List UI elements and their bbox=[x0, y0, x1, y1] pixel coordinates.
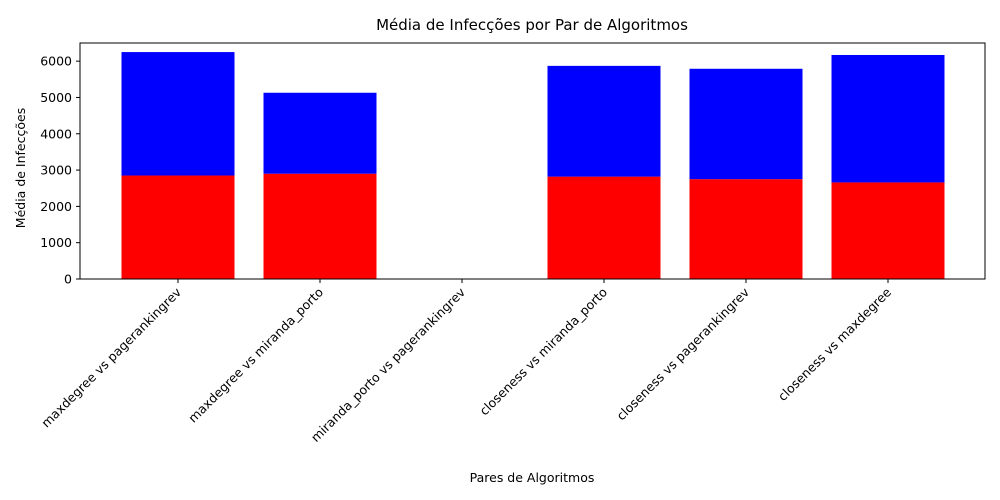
y-tick-label: 6000 bbox=[40, 54, 72, 69]
y-tick-label: 2000 bbox=[40, 199, 72, 214]
y-tick-label: 1000 bbox=[40, 235, 72, 250]
y-axis: 0 1000 2000 3000 4000 5000 6000 bbox=[40, 54, 80, 287]
x-tick-label: maxdegree vs pagerankingrev bbox=[38, 284, 184, 430]
bar-series2-2 bbox=[263, 92, 377, 174]
bar-series1-1 bbox=[121, 175, 235, 279]
bars-group bbox=[121, 52, 945, 279]
x-tick-label: miranda_porto vs pagerankingrev bbox=[308, 284, 469, 445]
y-tick-label: 0 bbox=[64, 272, 72, 287]
plot-frame bbox=[79, 42, 986, 280]
y-axis-label: Média de Infecções bbox=[13, 108, 28, 228]
x-tick-label: closeness vs miranda_porto bbox=[476, 285, 610, 419]
chart-title: Média de Infecções por Par de Algoritmos bbox=[376, 16, 688, 34]
bar-series1-5 bbox=[689, 179, 803, 279]
x-axis-label: Pares de Algoritmos bbox=[470, 470, 595, 485]
x-tick-label: maxdegree vs miranda_porto bbox=[185, 285, 326, 426]
x-tick-label: closeness vs maxdegree bbox=[775, 284, 895, 404]
x-axis: maxdegree vs pagerankingrev maxdegree vs … bbox=[38, 279, 894, 445]
bar-series2-6 bbox=[831, 54, 945, 183]
bar-series1-6 bbox=[831, 182, 945, 279]
bar-series2-5 bbox=[689, 68, 803, 180]
y-tick-label: 4000 bbox=[40, 126, 72, 141]
bar-series1-4 bbox=[547, 176, 661, 279]
x-tick-label: closeness vs pagerankingrev bbox=[613, 284, 752, 423]
bar-series2-4 bbox=[547, 65, 661, 177]
y-tick-label: 5000 bbox=[40, 90, 72, 105]
bar-series1-2 bbox=[263, 173, 377, 279]
bar-series2-1 bbox=[121, 52, 235, 176]
y-tick-label: 3000 bbox=[40, 163, 72, 178]
